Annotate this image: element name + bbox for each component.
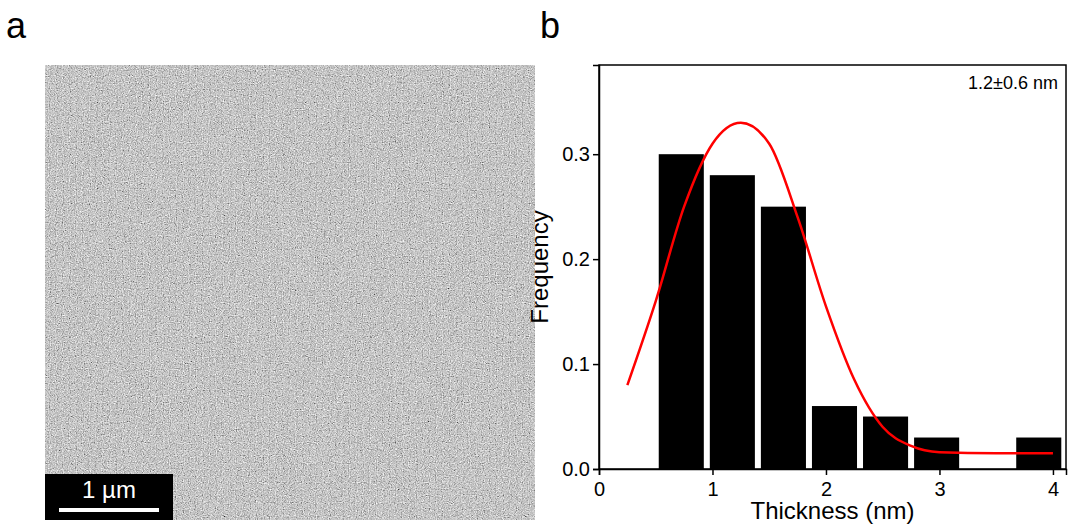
- histogram-bar: [659, 154, 704, 469]
- x-tick-mark: [826, 469, 828, 475]
- y-tick-mark: [593, 259, 599, 261]
- y-tick: 0.3: [562, 143, 599, 165]
- x-tick: 1: [707, 469, 718, 500]
- plot-frame: [599, 65, 1066, 469]
- y-tick: 0.0: [562, 458, 599, 480]
- x-tick-mark: [712, 469, 714, 475]
- histogram-bar: [761, 207, 806, 469]
- x-tick-mark: [1053, 469, 1055, 475]
- histogram-bar: [812, 406, 857, 469]
- x-axis-line: [600, 470, 1067, 476]
- x-tick-label: 0: [594, 478, 605, 500]
- x-axis: 0 1 2 3 4: [594, 469, 1067, 500]
- y-axis-title: Frequency: [526, 210, 553, 323]
- y-tick-mark: [593, 469, 599, 471]
- plot-area: [627, 123, 1061, 469]
- y-tick-label: 0.1: [562, 353, 590, 375]
- scale-bar-box: [45, 474, 173, 520]
- afm-image-ground: [45, 65, 535, 520]
- annotation: 1.2±0.6 nm: [968, 73, 1058, 93]
- panel-label: a: [6, 5, 27, 46]
- scale-bar: [59, 508, 159, 512]
- y-axis: 0.0 0.1 0.2 0.3: [562, 66, 599, 480]
- figure: a 1 µm b 0 1 2 3 4 0.0 0.1 0.2 0.3 Thickness (nm) Fre…: [0, 0, 1071, 526]
- x-tick-label: 1: [707, 478, 718, 500]
- y-axis-line: [593, 66, 600, 470]
- x-tick: 2: [821, 469, 832, 500]
- x-tick: 0: [594, 469, 605, 500]
- afm-image: [45, 65, 535, 520]
- x-tick: 4: [1048, 469, 1059, 500]
- x-tick: 3: [934, 469, 945, 500]
- y-tick-label: 0.2: [562, 248, 590, 270]
- panel-label: b: [540, 5, 560, 46]
- y-tick-mark: [593, 154, 599, 156]
- x-axis-title: Thickness (nm): [750, 497, 914, 524]
- y-tick-mark: [593, 364, 599, 366]
- x-tick-mark: [939, 469, 941, 475]
- scale-bar-label: 1 µm: [82, 476, 136, 503]
- x-tick-label: 4: [1048, 478, 1059, 500]
- y-tick: 0.2: [562, 248, 599, 270]
- histogram-bar: [710, 175, 755, 469]
- fit-curve: [627, 123, 1053, 454]
- y-tick: 0.1: [562, 353, 599, 375]
- y-tick-label: 0.0: [562, 458, 590, 480]
- x-tick-label: 3: [934, 478, 945, 500]
- y-tick-label: 0.3: [562, 143, 590, 165]
